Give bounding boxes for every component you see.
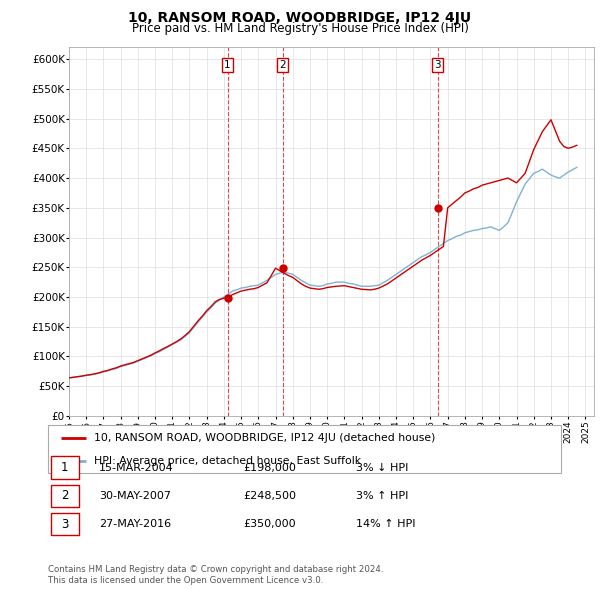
Text: 30-MAY-2007: 30-MAY-2007 [100, 491, 172, 501]
Text: 10, RANSOM ROAD, WOODBRIDGE, IP12 4JU (detached house): 10, RANSOM ROAD, WOODBRIDGE, IP12 4JU (d… [94, 433, 436, 443]
Bar [50, 457, 79, 478]
Text: £350,000: £350,000 [243, 519, 296, 529]
Text: 15-MAR-2004: 15-MAR-2004 [100, 463, 174, 473]
Bar [50, 485, 79, 507]
Text: 3% ↑ HPI: 3% ↑ HPI [356, 491, 408, 501]
Text: Price paid vs. HM Land Registry's House Price Index (HPI): Price paid vs. HM Land Registry's House … [131, 22, 469, 35]
Text: 3: 3 [434, 60, 441, 70]
Text: 3% ↓ HPI: 3% ↓ HPI [356, 463, 408, 473]
Text: 1: 1 [61, 461, 68, 474]
Text: Contains HM Land Registry data © Crown copyright and database right 2024.
This d: Contains HM Land Registry data © Crown c… [48, 565, 383, 585]
Text: 3: 3 [61, 517, 68, 531]
Text: 2: 2 [61, 489, 68, 503]
Text: 10, RANSOM ROAD, WOODBRIDGE, IP12 4JU: 10, RANSOM ROAD, WOODBRIDGE, IP12 4JU [128, 11, 472, 25]
Text: 1: 1 [224, 60, 231, 70]
Text: HPI: Average price, detached house, East Suffolk: HPI: Average price, detached house, East… [94, 455, 361, 466]
Text: £198,000: £198,000 [243, 463, 296, 473]
Text: 27-MAY-2016: 27-MAY-2016 [100, 519, 172, 529]
Text: 14% ↑ HPI: 14% ↑ HPI [356, 519, 415, 529]
Text: £248,500: £248,500 [243, 491, 296, 501]
Text: 2: 2 [280, 60, 286, 70]
Bar [50, 513, 79, 535]
